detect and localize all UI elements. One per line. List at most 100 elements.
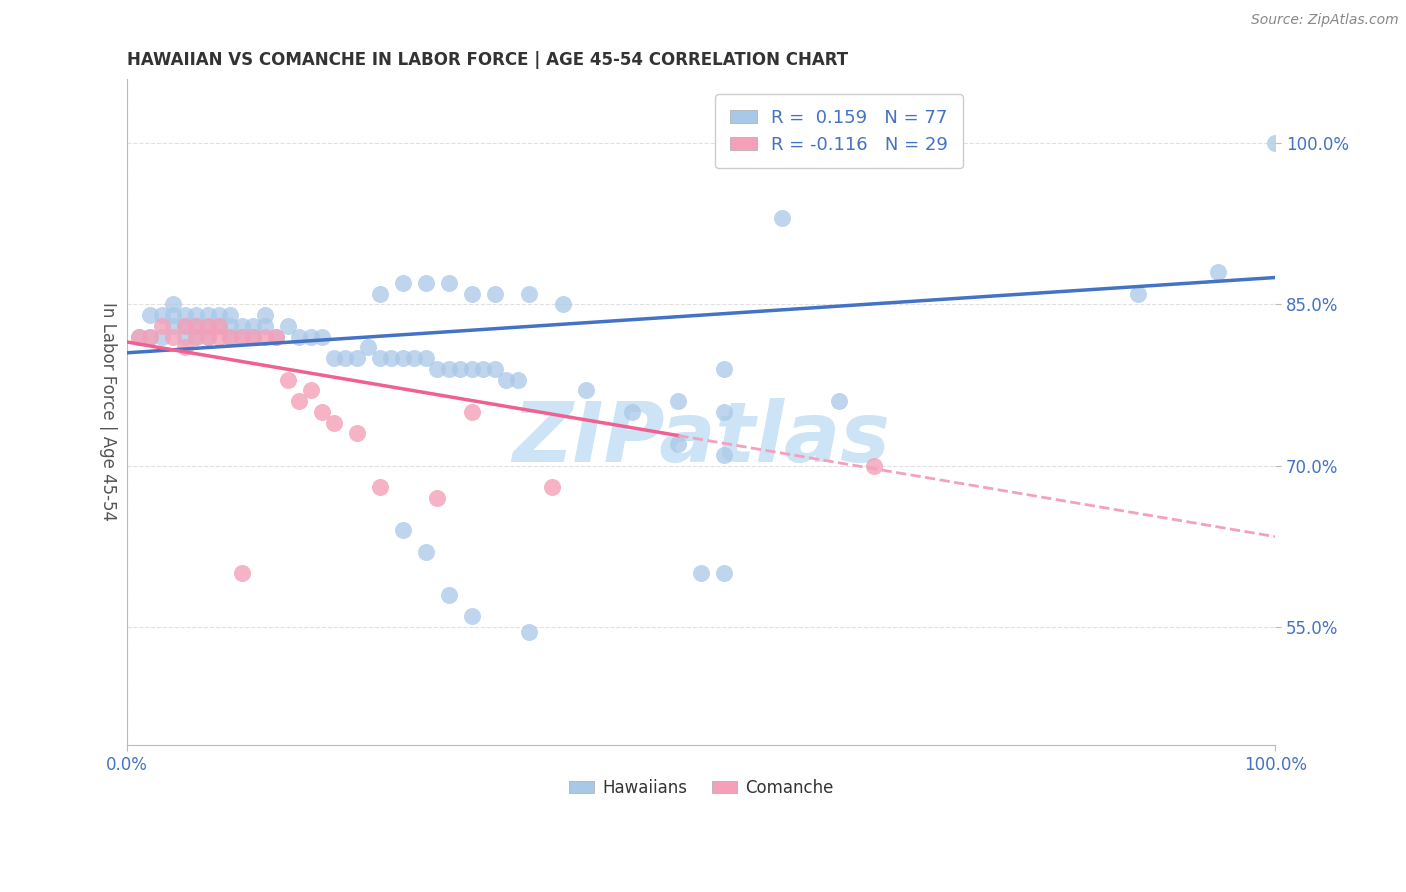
Point bbox=[368, 351, 391, 366]
Point bbox=[770, 211, 793, 226]
Text: HAWAIIAN VS COMANCHE IN LABOR FORCE | AGE 45-54 CORRELATION CHART: HAWAIIAN VS COMANCHE IN LABOR FORCE | AG… bbox=[127, 51, 848, 69]
Point bbox=[253, 308, 276, 322]
Point bbox=[208, 308, 231, 322]
Point bbox=[575, 384, 598, 398]
Point bbox=[173, 340, 195, 354]
Point bbox=[415, 351, 437, 366]
Point bbox=[506, 373, 529, 387]
Point bbox=[322, 416, 344, 430]
Point bbox=[197, 308, 219, 322]
Point bbox=[162, 297, 184, 311]
Point bbox=[266, 329, 288, 343]
Point bbox=[197, 329, 219, 343]
Point bbox=[150, 308, 173, 322]
Point bbox=[288, 394, 311, 409]
Point bbox=[484, 362, 506, 376]
Point bbox=[208, 318, 231, 333]
Point bbox=[460, 286, 482, 301]
Point bbox=[828, 394, 851, 409]
Point bbox=[517, 625, 540, 640]
Point bbox=[173, 329, 195, 343]
Point bbox=[437, 362, 460, 376]
Point bbox=[184, 318, 207, 333]
Point bbox=[449, 362, 471, 376]
Point bbox=[460, 362, 482, 376]
Point bbox=[357, 340, 380, 354]
Point bbox=[231, 566, 253, 581]
Point bbox=[437, 276, 460, 290]
Point bbox=[335, 351, 357, 366]
Point bbox=[253, 329, 276, 343]
Point bbox=[299, 384, 322, 398]
Point bbox=[173, 308, 195, 322]
Point bbox=[208, 329, 231, 343]
Point bbox=[391, 523, 413, 537]
Point bbox=[415, 276, 437, 290]
Point bbox=[391, 351, 413, 366]
Point bbox=[472, 362, 495, 376]
Point bbox=[162, 318, 184, 333]
Text: Source: ZipAtlas.com: Source: ZipAtlas.com bbox=[1251, 13, 1399, 28]
Point bbox=[346, 351, 368, 366]
Point bbox=[713, 448, 735, 462]
Point bbox=[184, 329, 207, 343]
Legend: Hawaiians, Comanche: Hawaiians, Comanche bbox=[562, 772, 841, 804]
Point bbox=[484, 286, 506, 301]
Point bbox=[150, 318, 173, 333]
Point bbox=[1264, 136, 1286, 150]
Point bbox=[197, 329, 219, 343]
Point bbox=[277, 373, 299, 387]
Point bbox=[253, 318, 276, 333]
Point bbox=[242, 318, 264, 333]
Point bbox=[173, 318, 195, 333]
Point bbox=[553, 297, 575, 311]
Point bbox=[666, 394, 689, 409]
Point bbox=[495, 373, 517, 387]
Point bbox=[242, 329, 264, 343]
Point bbox=[128, 329, 150, 343]
Point bbox=[219, 329, 242, 343]
Point bbox=[242, 329, 264, 343]
Point bbox=[231, 318, 253, 333]
Point bbox=[219, 329, 242, 343]
Point bbox=[426, 491, 449, 505]
Point bbox=[219, 308, 242, 322]
Point bbox=[184, 318, 207, 333]
Point bbox=[862, 458, 884, 473]
Point bbox=[517, 286, 540, 301]
Point bbox=[404, 351, 426, 366]
Point bbox=[277, 318, 299, 333]
Point bbox=[128, 329, 150, 343]
Point bbox=[460, 405, 482, 419]
Point bbox=[150, 329, 173, 343]
Point bbox=[139, 308, 162, 322]
Point bbox=[437, 588, 460, 602]
Point bbox=[184, 308, 207, 322]
Point bbox=[380, 351, 402, 366]
Point bbox=[666, 437, 689, 451]
Point bbox=[231, 329, 253, 343]
Point bbox=[173, 318, 195, 333]
Point bbox=[713, 405, 735, 419]
Point bbox=[322, 351, 344, 366]
Point bbox=[219, 318, 242, 333]
Point bbox=[299, 329, 322, 343]
Point bbox=[621, 405, 644, 419]
Point bbox=[690, 566, 713, 581]
Point bbox=[311, 405, 333, 419]
Point bbox=[346, 426, 368, 441]
Point bbox=[368, 286, 391, 301]
Point bbox=[197, 318, 219, 333]
Point bbox=[426, 362, 449, 376]
Point bbox=[197, 318, 219, 333]
Point bbox=[184, 329, 207, 343]
Point bbox=[391, 276, 413, 290]
Point bbox=[231, 329, 253, 343]
Point bbox=[1206, 265, 1229, 279]
Point bbox=[266, 329, 288, 343]
Point bbox=[288, 329, 311, 343]
Point bbox=[415, 545, 437, 559]
Point bbox=[139, 329, 162, 343]
Point bbox=[139, 329, 162, 343]
Point bbox=[208, 318, 231, 333]
